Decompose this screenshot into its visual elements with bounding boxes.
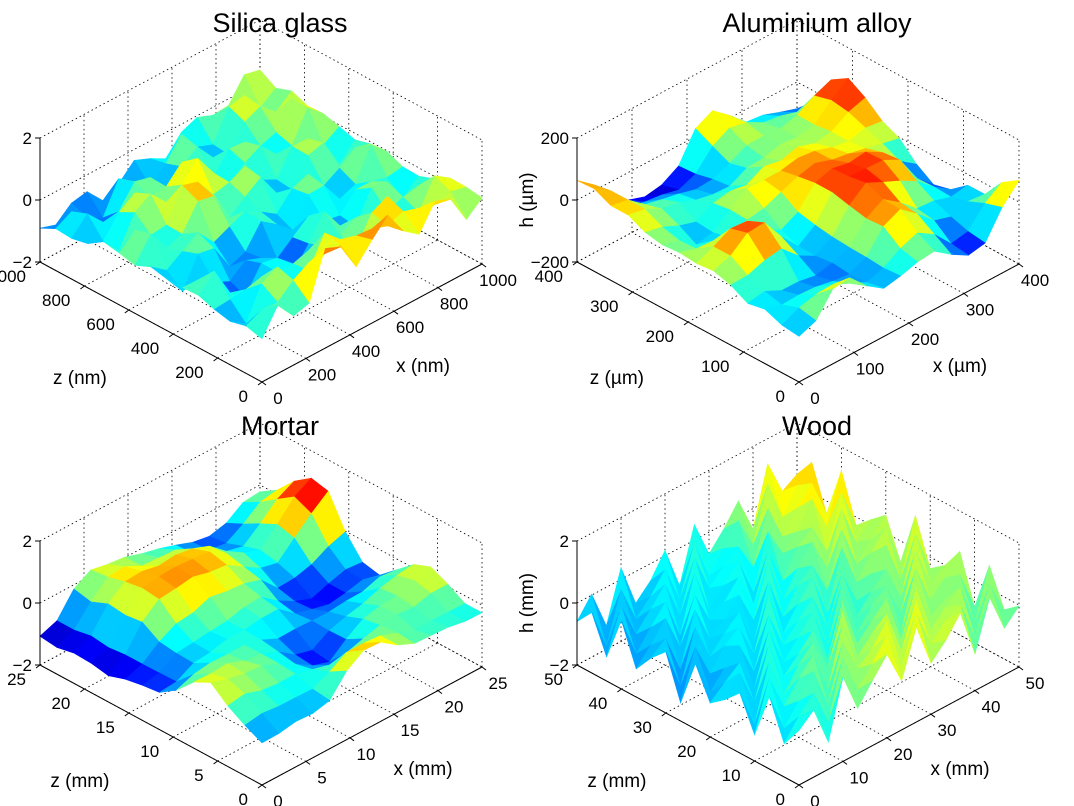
h-tick-label: −2 (13, 253, 32, 272)
x-tick-label: 30 (938, 721, 957, 740)
x-tick-label: 5 (317, 768, 326, 787)
h-tick-label: 2 (23, 532, 32, 551)
surface-plot: Aluminium alloy 0 100 200 300 400 0 100 200 300 40… (517, 8, 1049, 408)
x-tick-label: 400 (1021, 271, 1049, 290)
h-axis-label: h (mm) (0, 573, 1, 633)
h-tick-label: 2 (23, 129, 32, 148)
surface-patch (781, 307, 817, 337)
x-tick-label: 0 (273, 792, 282, 806)
surface-panel-wood: Wood 0 10 20 30 40 50 0 10 20 30 40 50 −2 0 2 x (mm) z (m… (517, 403, 1074, 806)
chart-title: Mortar (241, 411, 319, 441)
z-tick-label: 100 (701, 357, 729, 376)
h-tick-label: −2 (13, 656, 32, 675)
x-axis-label: x (mm) (930, 759, 989, 780)
x-axis-label: x (mm) (393, 759, 452, 780)
x-tick-label: 100 (856, 360, 884, 379)
surface-patch (244, 713, 280, 744)
x-tick-label: 200 (308, 365, 336, 384)
surface-panel-aluminium-alloy: Aluminium alloy 0 100 200 300 400 0 100 200 300 40… (517, 0, 1074, 408)
x-tick-label: 300 (966, 301, 994, 320)
surface-mesh (39, 69, 483, 340)
z-tick-label: 300 (590, 297, 618, 316)
x-tick-label: 20 (445, 698, 464, 717)
z-axis-label: z (µm) (590, 368, 644, 389)
chart-title: Wood (782, 411, 852, 441)
h-tick-label: 200 (541, 129, 569, 148)
h-tick-label: 0 (23, 191, 32, 210)
surface-mesh (576, 461, 1020, 745)
x-tick-label: 800 (440, 295, 468, 314)
x-tick-label: 40 (982, 698, 1001, 717)
z-tick-label: 200 (175, 363, 203, 382)
surface-mesh (576, 77, 1020, 337)
surface-plot: Silica glass 0 200 400 600 800 1000 0 200 400 600 8… (0, 8, 517, 408)
h-axis-label: h (nm) (0, 173, 1, 228)
z-tick-label: 600 (86, 315, 114, 334)
z-tick-label: 20 (51, 694, 70, 713)
x-tick-label: 0 (810, 792, 819, 806)
z-tick-label: 400 (131, 339, 159, 358)
surface-mesh (39, 477, 483, 744)
surface-patch (783, 709, 815, 744)
z-tick-label: 0 (776, 790, 785, 806)
h-axis-label: h (mm) (517, 573, 538, 633)
z-tick-label: 0 (239, 790, 248, 806)
z-tick-label: 30 (633, 718, 652, 737)
x-tick-label: 0 (273, 389, 282, 408)
surface-patch (576, 180, 612, 192)
surface-panel-mortar: Mortar 0 5 10 15 20 25 0 5 10 15 20 25 −2 0 2 x (mm) z (m… (0, 403, 537, 806)
z-tick-label: 10 (722, 766, 741, 785)
z-axis-label: z (nm) (53, 368, 107, 389)
z-tick-label: 40 (588, 694, 607, 713)
x-tick-label: 10 (850, 768, 869, 787)
h-tick-label: −2 (550, 656, 569, 675)
x-tick-label: 15 (401, 721, 420, 740)
z-tick-label: 0 (239, 387, 248, 406)
surface-panel-silica-glass: Silica glass 0 200 400 600 800 1000 0 200 400 600 8… (0, 0, 537, 408)
z-tick-label: 10 (140, 742, 159, 761)
x-tick-label: 20 (894, 745, 913, 764)
h-tick-label: 2 (560, 532, 569, 551)
x-tick-label: 400 (352, 342, 380, 361)
z-tick-label: 25 (7, 670, 26, 689)
h-tick-label: 0 (23, 594, 32, 613)
z-axis-label: z (mm) (587, 771, 646, 792)
x-axis-label: x (nm) (396, 356, 450, 377)
z-tick-label: 200 (646, 327, 674, 346)
x-tick-label: 0 (810, 389, 819, 408)
z-tick-label: 15 (96, 718, 115, 737)
x-tick-label: 25 (489, 674, 508, 693)
chart-title: Silica glass (212, 8, 347, 38)
z-tick-label: 20 (677, 742, 696, 761)
z-tick-label: 50 (544, 670, 563, 689)
z-tick-label: 5 (194, 766, 203, 785)
h-axis-label: h (µm) (517, 172, 538, 227)
x-tick-label: 600 (396, 318, 424, 337)
x-tick-label: 1000 (479, 271, 517, 290)
z-tick-label: 800 (42, 291, 70, 310)
x-axis-label: x (µm) (933, 356, 987, 377)
z-axis-label: z (mm) (50, 771, 109, 792)
chart-title: Aluminium alloy (722, 8, 912, 38)
h-tick-label: 0 (560, 594, 569, 613)
x-tick-label: 10 (357, 745, 376, 764)
z-tick-label: 400 (535, 267, 563, 286)
x-tick-label: 200 (911, 330, 939, 349)
h-tick-label: −200 (531, 253, 569, 272)
surface-patch (245, 304, 279, 340)
z-tick-label: 0 (776, 387, 785, 406)
h-tick-label: 0 (560, 191, 569, 210)
axes: 0200400600800100002004006008001000−202 (0, 129, 517, 408)
z-tick-label: 1000 (0, 267, 26, 286)
x-tick-label: 50 (1026, 674, 1045, 693)
